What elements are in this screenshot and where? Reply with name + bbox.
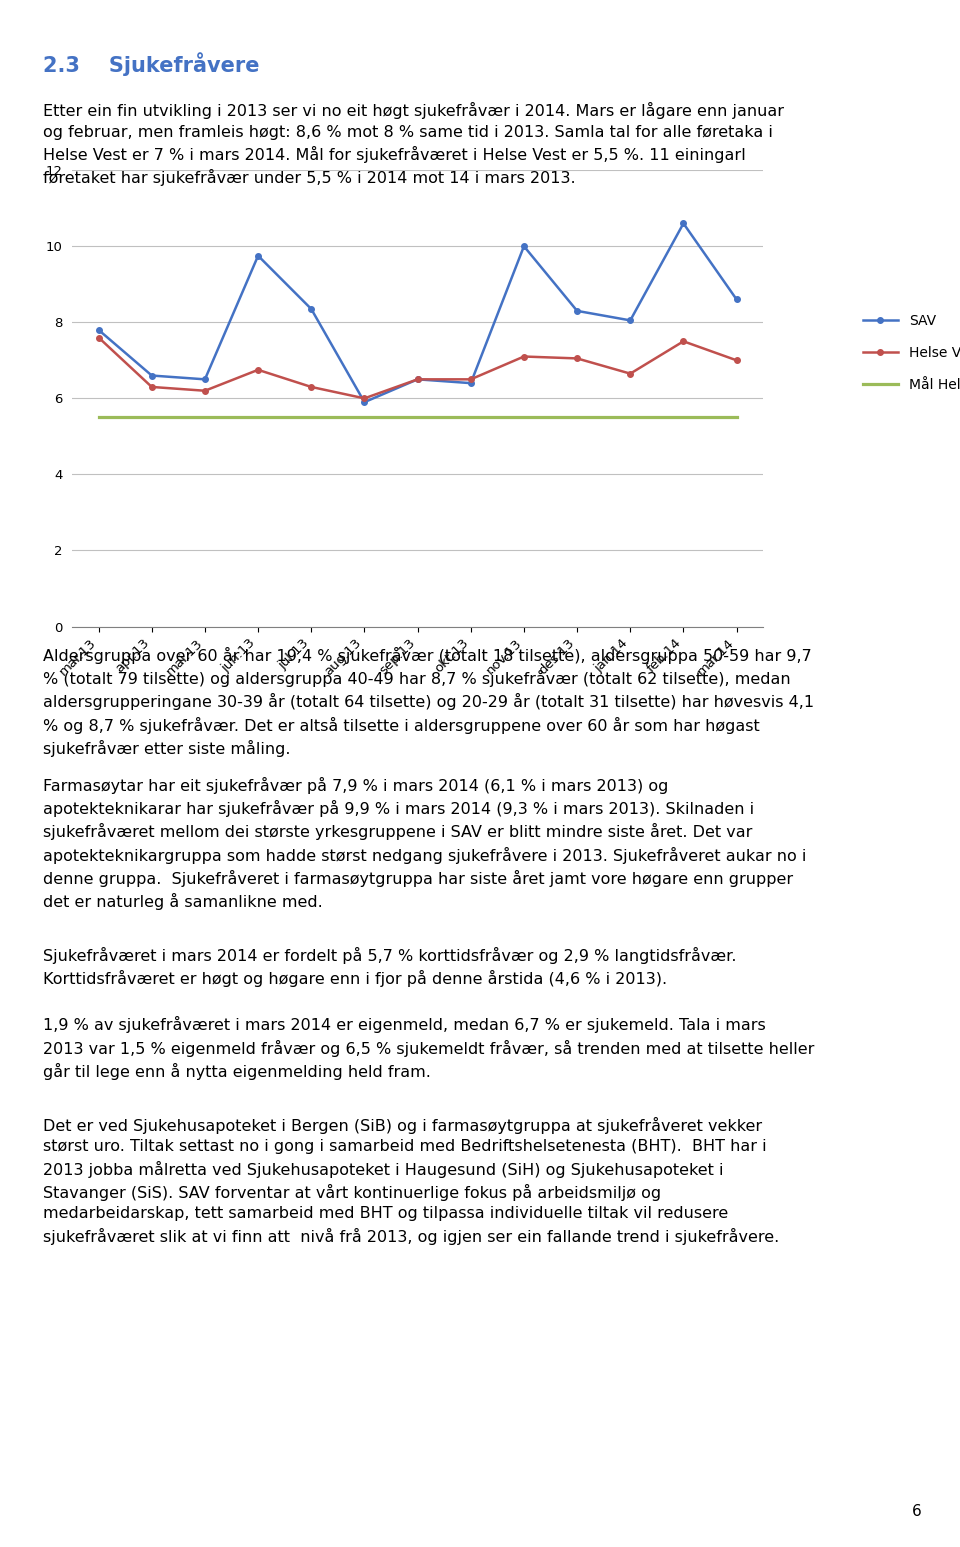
Mål Helse vest bbox=[731, 408, 742, 427]
Mål Helse vest bbox=[252, 408, 264, 427]
Text: Det er ved Sjukehusapoteket i Bergen (SiB) og i farmasøytgruppa at sjukefråveret: Det er ved Sjukehusapoteket i Bergen (Si… bbox=[43, 1117, 780, 1245]
Helse Vest RHF bbox=[518, 347, 530, 365]
SAV bbox=[146, 367, 157, 385]
Helse Vest RHF bbox=[146, 377, 157, 396]
Mål Helse vest bbox=[93, 408, 105, 427]
Mål Helse vest bbox=[359, 408, 371, 427]
Helse Vest RHF bbox=[678, 333, 689, 351]
Text: 1,9 % av sjukefråværet i mars 2014 er eigenmeld, medan 6,7 % er sjukemeld. Tala : 1,9 % av sjukefråværet i mars 2014 er ei… bbox=[43, 1016, 815, 1080]
SAV bbox=[571, 302, 583, 320]
Text: 2.3    Sjukefråvere: 2.3 Sjukefråvere bbox=[43, 53, 260, 76]
SAV bbox=[518, 237, 530, 255]
Line: SAV: SAV bbox=[96, 221, 739, 405]
SAV bbox=[731, 291, 742, 309]
SAV bbox=[465, 374, 476, 393]
Helse Vest RHF bbox=[412, 370, 423, 388]
Mål Helse vest bbox=[199, 408, 210, 427]
Text: Sjukefråværet i mars 2014 er fordelt på 5,7 % korttidsfråvær og 2,9 % langtidsfr: Sjukefråværet i mars 2014 er fordelt på … bbox=[43, 947, 736, 987]
SAV bbox=[252, 246, 264, 265]
Text: 6: 6 bbox=[912, 1504, 922, 1519]
Mål Helse vest bbox=[571, 408, 583, 427]
SAV bbox=[678, 213, 689, 232]
Helse Vest RHF bbox=[252, 360, 264, 379]
Helse Vest RHF bbox=[93, 328, 105, 347]
Mål Helse vest bbox=[625, 408, 636, 427]
SAV bbox=[305, 300, 317, 319]
Mål Helse vest bbox=[518, 408, 530, 427]
Text: Farmasøytar har eit sjukefråvær på 7,9 % i mars 2014 (6,1 % i mars 2013) og
apot: Farmasøytar har eit sjukefråvær på 7,9 %… bbox=[43, 777, 806, 910]
Mål Helse vest bbox=[465, 408, 476, 427]
SAV bbox=[93, 320, 105, 339]
Helse Vest RHF bbox=[465, 370, 476, 388]
Legend: SAV, Helse Vest RHF, Mål Helse vest: SAV, Helse Vest RHF, Mål Helse vest bbox=[857, 308, 960, 398]
Mål Helse vest bbox=[412, 408, 423, 427]
Helse Vest RHF bbox=[305, 377, 317, 396]
SAV bbox=[199, 370, 210, 388]
SAV bbox=[625, 311, 636, 330]
Text: Aldersgruppa over 60 år har 19,4 % sjukefråvær (totalt 18 tilsette), aldersgrupp: Aldersgruppa over 60 år har 19,4 % sjuke… bbox=[43, 647, 814, 756]
Line: Helse Vest RHF: Helse Vest RHF bbox=[96, 334, 739, 401]
Helse Vest RHF bbox=[571, 350, 583, 368]
Helse Vest RHF bbox=[731, 351, 742, 370]
Helse Vest RHF bbox=[359, 388, 371, 407]
SAV bbox=[359, 393, 371, 412]
Text: Etter ein fin utvikling i 2013 ser vi no eit høgt sjukefråvær i 2014. Mars er lå: Etter ein fin utvikling i 2013 ser vi no… bbox=[43, 102, 784, 186]
Helse Vest RHF bbox=[199, 382, 210, 401]
Helse Vest RHF bbox=[625, 365, 636, 384]
Mål Helse vest bbox=[678, 408, 689, 427]
Mål Helse vest bbox=[146, 408, 157, 427]
Mål Helse vest bbox=[305, 408, 317, 427]
SAV bbox=[412, 370, 423, 388]
